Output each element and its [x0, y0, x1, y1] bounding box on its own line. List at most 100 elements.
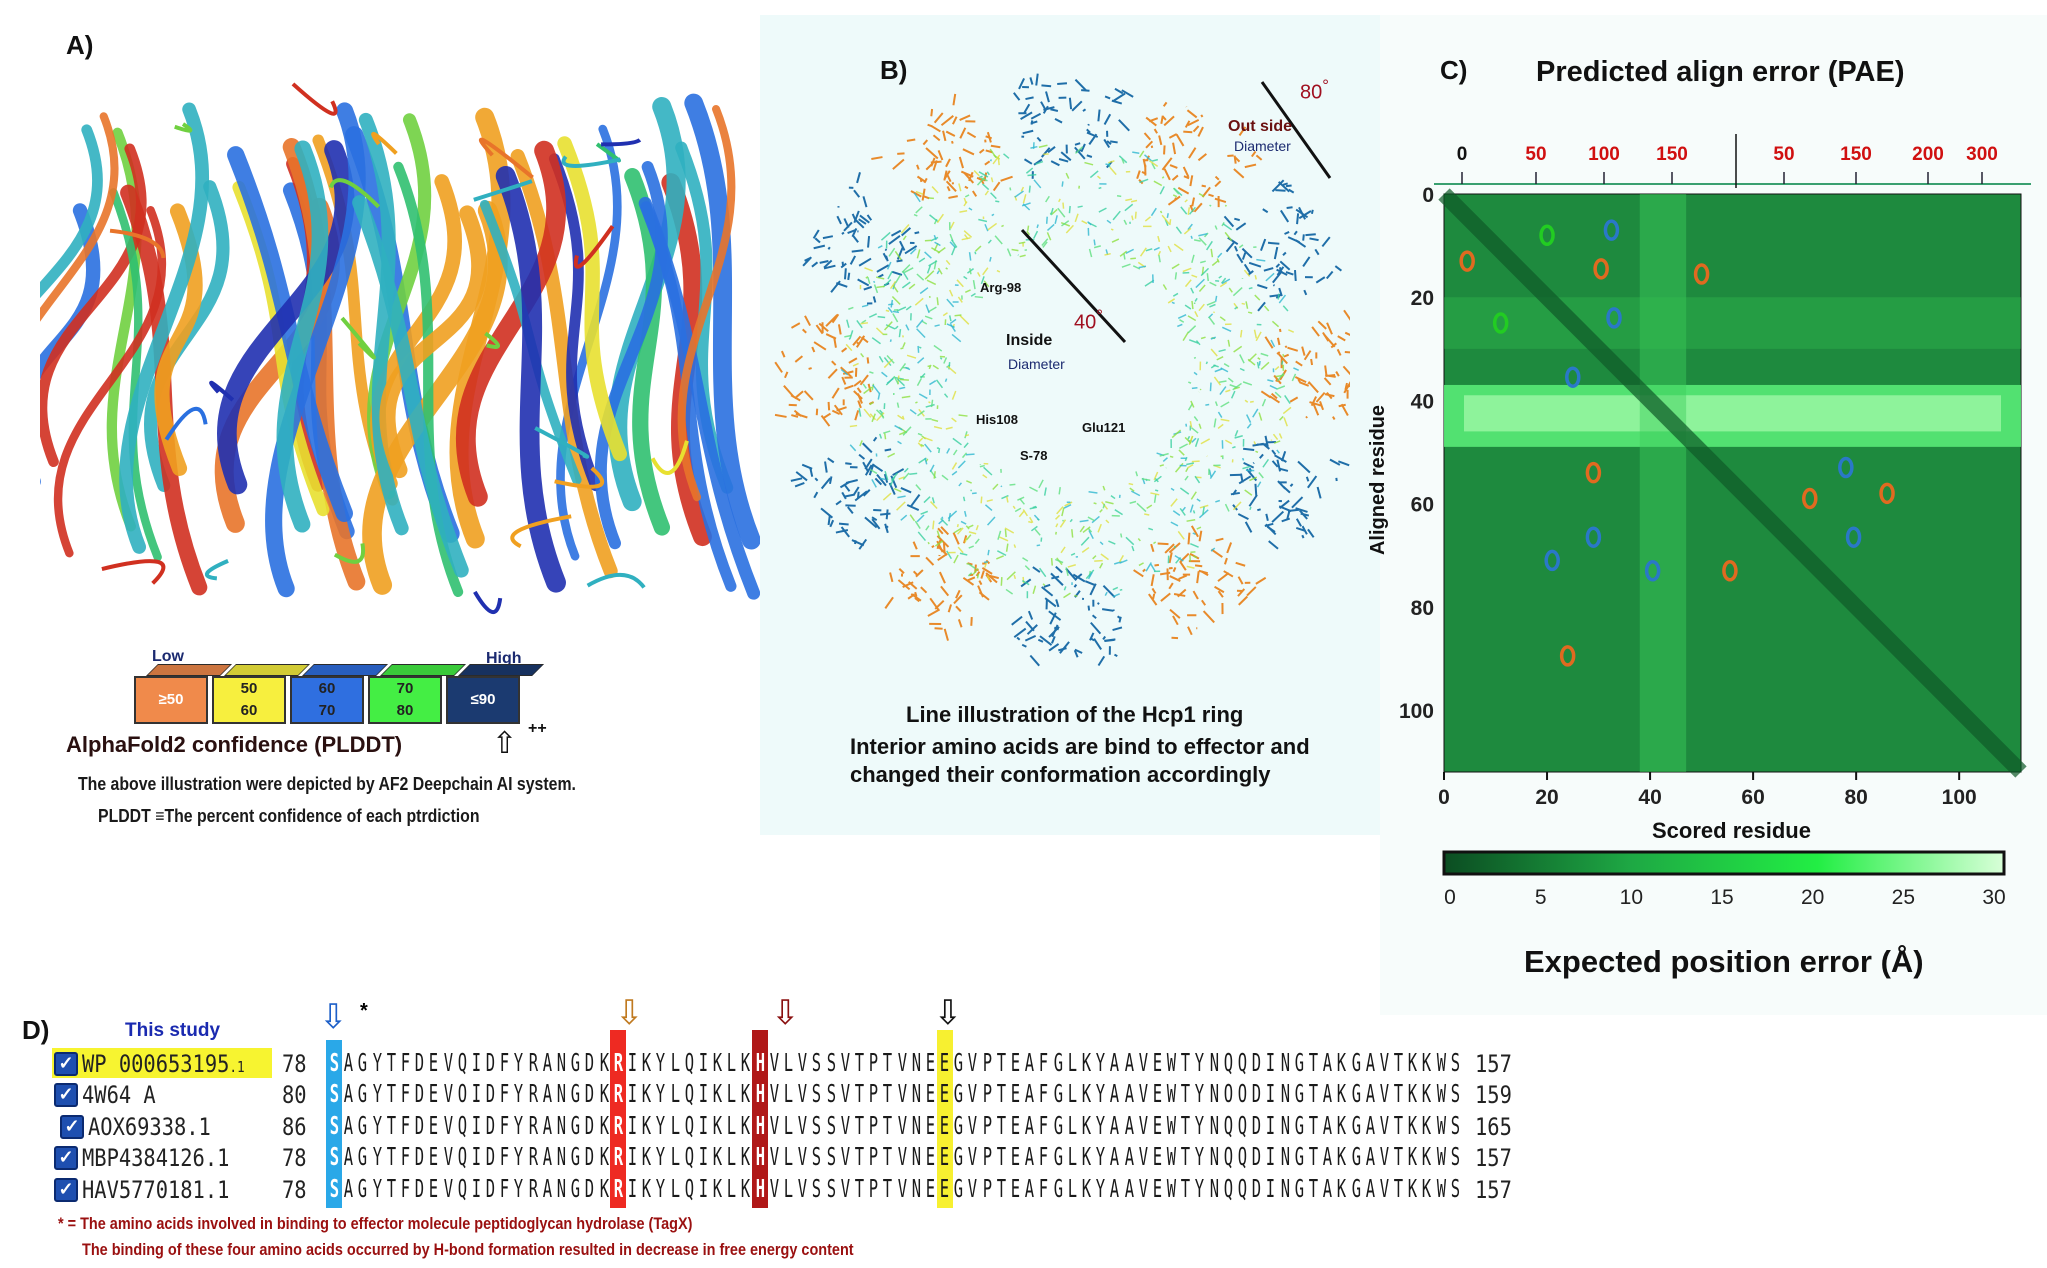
sequence-end: 165 [1475, 1113, 1512, 1141]
ring-bond [1241, 457, 1245, 461]
residue: T [883, 1111, 893, 1140]
ring-bond [1054, 118, 1063, 124]
ribbon-loop [534, 426, 590, 459]
residue: D [1251, 1048, 1262, 1077]
ring-bond [899, 240, 906, 251]
ring-bond [1229, 384, 1238, 389]
sequence-checkbox[interactable]: ✓ [54, 1178, 78, 1202]
ring-bond [916, 378, 922, 387]
colorbar-tick-label: 25 [1892, 886, 1915, 909]
ring-bond [844, 493, 855, 498]
sequence-name: WP 000653195 [82, 1050, 230, 1078]
ring-bond [1036, 136, 1042, 142]
sequence-checkbox[interactable]: ✓ [54, 1052, 78, 1076]
ring-bond [1050, 108, 1059, 112]
residue: Y [1095, 1142, 1106, 1171]
ribbon-loop [473, 179, 533, 202]
ring-bond [1230, 491, 1240, 496]
residue: A [1322, 1079, 1333, 1108]
ring-bond [921, 320, 928, 325]
ring-bond [924, 443, 932, 453]
residue: K [1081, 1079, 1091, 1108]
ring-bond [853, 210, 860, 224]
ring-bond [1070, 552, 1076, 556]
residue: A [542, 1174, 552, 1203]
ring-bond [1270, 339, 1276, 348]
ring-bond [894, 250, 902, 261]
ring-bond [1159, 186, 1165, 195]
residue: L [670, 1079, 680, 1108]
ring-bond [1271, 179, 1285, 193]
ring-bond [929, 501, 938, 510]
ring-bond [1193, 416, 1199, 422]
ring-bond [1288, 329, 1295, 333]
ring-bond [1184, 120, 1191, 128]
ring-bond [933, 112, 944, 124]
ring-bond [1089, 170, 1099, 179]
ring-bond [871, 479, 877, 488]
ring-bond [1246, 586, 1257, 597]
sequence-checkbox[interactable]: ✓ [54, 1083, 78, 1107]
ring-bond [1295, 239, 1307, 248]
ring-bond [915, 206, 923, 214]
ring-bond [1255, 576, 1267, 585]
ring-bond [958, 414, 968, 417]
residue: G [953, 1079, 964, 1108]
ring-bond [1298, 206, 1306, 220]
residue: I [627, 1174, 637, 1203]
ring-bond [933, 344, 943, 352]
ring-bond [1293, 230, 1298, 236]
ring-bond [1291, 373, 1297, 382]
annotation-circle [1644, 559, 1661, 582]
ring-bond [1173, 243, 1184, 252]
ring-bond [1228, 287, 1233, 293]
ring-bond [1102, 485, 1106, 491]
ring-bond [897, 414, 904, 420]
ring-bond [1243, 263, 1252, 275]
ring-bond [1054, 514, 1061, 520]
ring-bond [813, 244, 826, 250]
ring-bond [915, 319, 924, 328]
ring-bond [885, 376, 895, 386]
ring-bond [1242, 381, 1253, 386]
ring-bond [1050, 572, 1064, 586]
x-tick-label: 100 [1942, 786, 1977, 809]
ring-bond [1256, 481, 1262, 488]
residue: I [471, 1048, 481, 1077]
ring-bond [1153, 128, 1158, 134]
ring-bond [1153, 246, 1160, 251]
ring-bond [959, 210, 968, 213]
ring-bond [900, 224, 910, 234]
ring-bond [952, 532, 960, 545]
ring-bond [965, 525, 970, 530]
residue: T [1308, 1079, 1318, 1108]
ring-bond [1220, 277, 1227, 284]
ribbon-strand [379, 205, 488, 479]
ring-bond [1005, 588, 1014, 595]
residue: K [1407, 1048, 1418, 1077]
ring-bond [862, 461, 870, 473]
ring-bond [1209, 470, 1217, 480]
residue: V [968, 1048, 978, 1077]
sequence-checkbox[interactable]: ✓ [54, 1146, 78, 1170]
ring-bond [1088, 248, 1093, 258]
residue: S [826, 1174, 836, 1203]
ring-bond [1274, 391, 1282, 399]
ring-bond [1025, 167, 1034, 174]
ring-bond [1129, 487, 1135, 492]
ring-bond [966, 480, 972, 484]
ribbon-strand [455, 140, 567, 507]
ring-bond [1035, 73, 1039, 86]
ring-bond [1282, 251, 1287, 256]
ring-bond [1133, 569, 1144, 578]
ribbon-loop [510, 514, 572, 549]
ribbon-loop [586, 572, 646, 589]
ring-bond [883, 430, 891, 434]
ring-bond [1011, 615, 1023, 626]
ring-bond [968, 531, 977, 535]
ring-bond [1033, 158, 1043, 166]
sequence-checkbox[interactable]: ✓ [60, 1115, 84, 1139]
residue: D [1251, 1142, 1262, 1171]
residue: G [1294, 1048, 1304, 1077]
